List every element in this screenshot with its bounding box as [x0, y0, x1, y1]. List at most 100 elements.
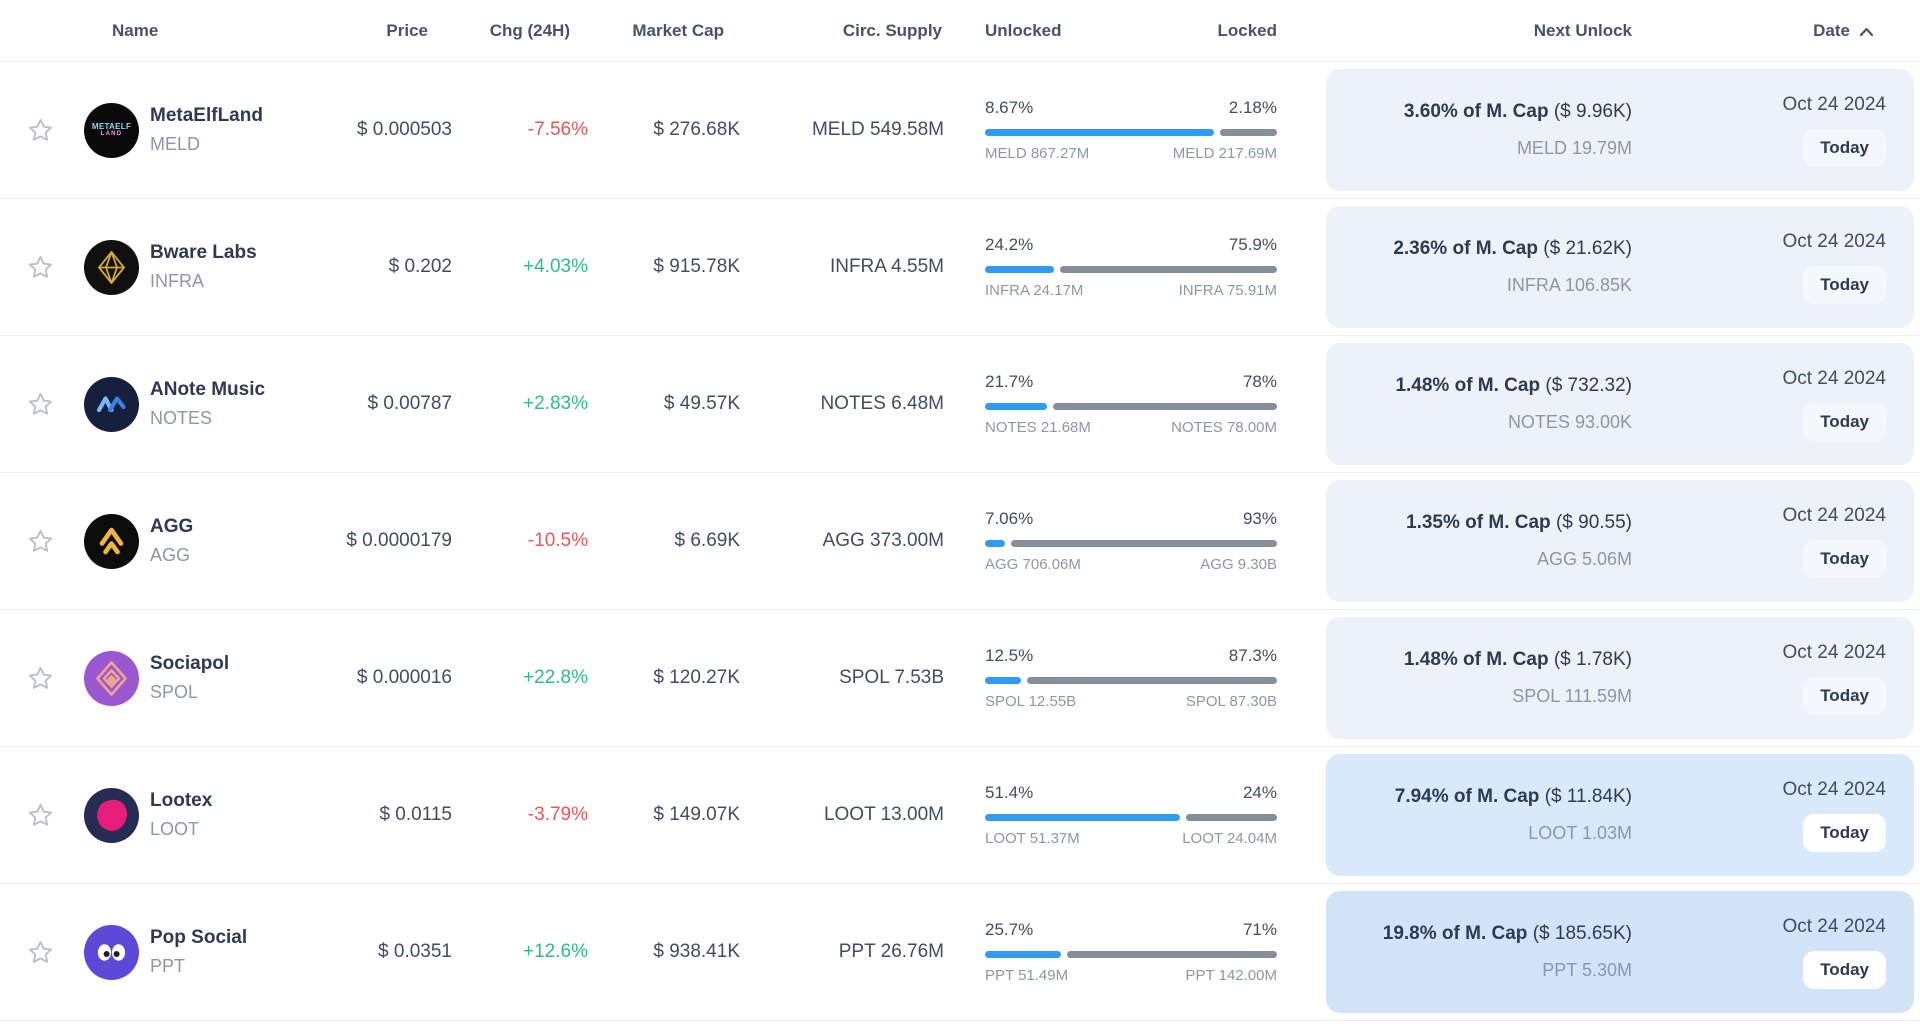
token-symbol: PPT — [150, 956, 186, 976]
column-header-change-24h[interactable]: Chg (24H) — [489, 20, 570, 40]
next-unlock-panel: 3.60% of M. Cap ($ 9.96K) MELD 19.79M Oc… — [1326, 69, 1914, 191]
locked-percent: 2.18% — [1228, 98, 1277, 117]
bware-diamond-logo — [84, 239, 139, 295]
favorite-star-icon[interactable] — [27, 802, 54, 829]
change-24h: -10.5% — [527, 530, 588, 551]
circulating-supply: NOTES 6.48M — [820, 393, 944, 414]
token-row[interactable]: ANote Music NOTES $ 0.00787 +2.83% $ 49.… — [0, 336, 1920, 473]
unlocked-percent: 24.2% — [985, 235, 1034, 254]
next-unlock-usd-value: ($ 11.84K) — [1544, 786, 1632, 807]
locked-amount: MELD 217.69M — [1172, 145, 1277, 162]
favorite-star-icon[interactable] — [27, 117, 54, 144]
change-24h: -7.56% — [527, 119, 588, 140]
unlock-date: Oct 24 2024 — [1782, 915, 1886, 937]
unlocked-bar-segment — [985, 129, 1214, 136]
unlock-progress: 21.7% 78% NOTES 21.68M NOTES 78.00M — [985, 372, 1277, 436]
locked-percent: 87.3% — [1228, 646, 1277, 665]
anote-wave-logo — [84, 376, 139, 432]
unlocked-percent: 12.5% — [985, 646, 1034, 665]
unlock-progress: 12.5% 87.3% SPOL 12.55B SPOL 87.30B — [985, 646, 1277, 710]
popsocial-eyes-logo — [84, 924, 139, 980]
unlock-date: Oct 24 2024 — [1782, 778, 1886, 800]
token-row[interactable]: METAELF LAND MetaElfLand MELD $ 0.000503 … — [0, 62, 1920, 199]
locked-bar-segment — [1026, 677, 1277, 684]
column-header-locked[interactable]: Locked — [1217, 20, 1277, 40]
next-unlock-usd-value: ($ 185.65K) — [1532, 923, 1632, 944]
token-row[interactable]: Bware Labs INFRA $ 0.202 +4.03% $ 915.78… — [0, 199, 1920, 336]
next-unlock-usd-value: ($ 9.96K) — [1553, 101, 1632, 122]
token-price: $ 0.00787 — [367, 393, 452, 414]
next-unlock-percent-of-mcap: 1.48% of M. Cap — [1395, 375, 1541, 396]
unlocked-amount: AGG 706.06M — [985, 556, 1081, 573]
date-badge: Today — [1803, 265, 1886, 304]
column-header-unlocked[interactable]: Unlocked — [985, 20, 1062, 40]
unlocked-percent: 21.7% — [985, 372, 1034, 391]
change-24h: -3.79% — [527, 804, 588, 825]
unlock-progress: 25.7% 71% PPT 51.49M PPT 142.00M — [985, 920, 1277, 984]
column-header-name[interactable]: Name — [112, 20, 159, 40]
change-24h: +4.03% — [523, 256, 588, 277]
unlock-date: Oct 24 2024 — [1782, 93, 1886, 115]
next-unlock-usd-value: ($ 732.32) — [1545, 375, 1632, 396]
unlock-progress: 8.67% 2.18% MELD 867.27M MELD 217.69M — [985, 98, 1277, 162]
unlock-date: Oct 24 2024 — [1782, 230, 1886, 252]
favorite-star-icon[interactable] — [27, 665, 54, 692]
unlock-date: Oct 24 2024 — [1782, 367, 1886, 389]
date-badge: Today — [1803, 676, 1886, 715]
next-unlock-token-amount: MELD 19.79M — [1516, 138, 1632, 158]
next-unlock-percent-of-mcap: 2.36% of M. Cap — [1393, 238, 1538, 259]
column-header-market-cap[interactable]: Market Cap — [632, 20, 724, 40]
column-header-circ-supply[interactable]: Circ. Supply — [842, 20, 942, 40]
next-unlock-usd-value: ($ 21.62K) — [1543, 238, 1632, 259]
token-name: ANote Music — [150, 379, 266, 400]
column-header-next-unlock[interactable]: Next Unlock — [1533, 20, 1632, 40]
unlock-progress-bar — [985, 403, 1277, 410]
next-unlock-panel: 2.36% of M. Cap ($ 21.62K) INFRA 106.85K… — [1326, 206, 1914, 328]
market-cap: $ 149.07K — [653, 804, 740, 825]
unlock-progress-bar — [985, 951, 1277, 958]
unlocked-amount: INFRA 24.17M — [985, 282, 1084, 299]
token-symbol: LOOT — [150, 819, 200, 839]
lootex-blob-logo — [84, 787, 139, 843]
token-name: Bware Labs — [150, 242, 257, 263]
favorite-star-icon[interactable] — [27, 254, 54, 281]
locked-amount: PPT 142.00M — [1185, 967, 1277, 984]
date-badge: Today — [1803, 950, 1886, 989]
next-unlock-percent-of-mcap: 1.48% of M. Cap — [1403, 649, 1549, 670]
unlock-progress-bar — [985, 540, 1277, 547]
favorite-star-icon[interactable] — [27, 939, 54, 966]
token-name: Sociapol — [150, 653, 230, 674]
token-price: $ 0.202 — [388, 256, 452, 277]
circulating-supply: AGG 373.00M — [822, 530, 944, 551]
locked-amount: SPOL 87.30B — [1185, 693, 1277, 710]
circulating-supply: MELD 549.58M — [811, 119, 944, 140]
unlock-progress: 51.4% 24% LOOT 51.37M LOOT 24.04M — [985, 783, 1277, 847]
table-header-row: Name Price Chg (24H) Market Cap Circ. Su… — [0, 0, 1920, 62]
locked-amount: INFRA 75.91M — [1178, 282, 1277, 299]
column-header-date[interactable]: Date — [1674, 21, 1914, 41]
next-unlock-usd-value: ($ 1.78K) — [1553, 649, 1632, 670]
favorite-star-icon[interactable] — [27, 528, 54, 555]
circulating-supply: INFRA 4.55M — [829, 256, 944, 277]
locked-bar-segment — [1060, 266, 1277, 273]
unlock-progress-bar — [985, 814, 1277, 821]
token-row[interactable]: AGG AGG $ 0.0000179 -10.5% $ 6.69K AGG 3… — [0, 473, 1920, 610]
change-24h: +12.6% — [523, 941, 588, 962]
token-name: AGG — [150, 516, 194, 537]
token-row[interactable]: Lootex LOOT $ 0.0115 -3.79% $ 149.07K LO… — [0, 747, 1920, 884]
token-price: $ 0.0115 — [379, 804, 452, 825]
token-price: $ 0.000503 — [356, 119, 452, 140]
column-header-date-label: Date — [1813, 20, 1850, 40]
next-unlock-panel: 1.48% of M. Cap ($ 732.32) NOTES 93.00K … — [1326, 343, 1914, 465]
market-cap: $ 49.57K — [663, 393, 740, 414]
unlock-date: Oct 24 2024 — [1782, 641, 1886, 663]
favorite-star-icon[interactable] — [27, 391, 54, 418]
token-row[interactable]: Sociapol SPOL $ 0.000016 +22.8% $ 120.27… — [0, 610, 1920, 747]
column-header-price[interactable]: Price — [386, 20, 428, 40]
unlocked-amount: NOTES 21.68M — [985, 419, 1091, 436]
unlock-progress-bar — [985, 677, 1277, 684]
agg-arrow-logo — [84, 513, 139, 569]
locked-bar-segment — [1011, 540, 1277, 547]
date-badge: Today — [1803, 539, 1886, 578]
token-row[interactable]: Pop Social PPT $ 0.0351 +12.6% $ 938.41K… — [0, 884, 1920, 1021]
